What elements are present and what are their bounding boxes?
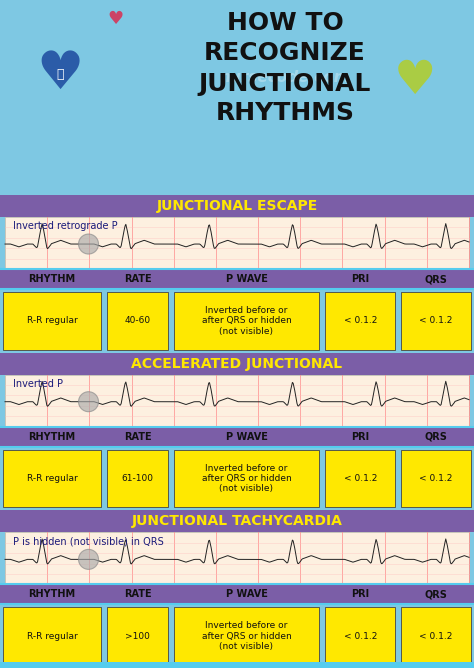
Text: RHYTHM: RHYTHM <box>28 589 76 599</box>
Text: < 0.1.2: < 0.1.2 <box>419 632 453 641</box>
Bar <box>107 450 168 507</box>
Bar <box>0 195 474 217</box>
Bar <box>173 292 319 349</box>
Bar <box>173 450 319 507</box>
Bar <box>0 584 474 605</box>
Text: < 0.1.2: < 0.1.2 <box>344 632 377 641</box>
Text: < 0.1.2: < 0.1.2 <box>344 317 377 325</box>
Text: JUNCTIONAL ESCAPE: JUNCTIONAL ESCAPE <box>156 199 318 213</box>
Text: Inverted before or
after QRS or hidden
(not visible): Inverted before or after QRS or hidden (… <box>201 464 292 494</box>
Bar <box>0 605 474 668</box>
Text: JUNCTIONAL TACHYCARDIA: JUNCTIONAL TACHYCARDIA <box>132 514 342 528</box>
Text: Inverted before or
after QRS or hidden
(not visible): Inverted before or after QRS or hidden (… <box>201 306 292 336</box>
Text: 40-60: 40-60 <box>124 317 151 325</box>
Bar <box>0 427 474 447</box>
Circle shape <box>79 234 99 254</box>
Text: RECOGNIZE: RECOGNIZE <box>204 41 366 65</box>
Text: ♥: ♥ <box>36 48 83 100</box>
Text: R-R regular: R-R regular <box>27 317 78 325</box>
Bar <box>5 217 469 269</box>
Text: R-R regular: R-R regular <box>27 474 78 483</box>
Bar <box>325 607 395 665</box>
Text: RHYTHM: RHYTHM <box>28 432 76 442</box>
Text: ♥: ♥ <box>394 59 436 104</box>
Text: P is hidden (not visible) in QRS: P is hidden (not visible) in QRS <box>13 536 164 546</box>
Text: Inverted before or
after QRS or hidden
(not visible): Inverted before or after QRS or hidden (… <box>201 621 292 651</box>
Text: ♥: ♥ <box>107 11 123 29</box>
Bar <box>0 510 474 532</box>
Circle shape <box>79 549 99 569</box>
Text: P WAVE: P WAVE <box>226 274 267 284</box>
Bar <box>0 662 474 668</box>
Bar <box>0 353 474 375</box>
Bar <box>3 292 101 349</box>
Text: Inverted P: Inverted P <box>13 379 63 389</box>
Bar <box>107 607 168 665</box>
Text: ACCELERATED JUNCTIONAL: ACCELERATED JUNCTIONAL <box>131 357 343 371</box>
Bar <box>3 607 101 665</box>
Text: < 0.1.2: < 0.1.2 <box>419 474 453 483</box>
Bar <box>401 607 471 665</box>
Circle shape <box>79 391 99 411</box>
Bar <box>401 450 471 507</box>
Text: HOW TO: HOW TO <box>227 11 343 35</box>
Text: 〜: 〜 <box>56 67 64 81</box>
Text: RATE: RATE <box>124 274 151 284</box>
Bar <box>5 375 469 427</box>
Text: R-R regular: R-R regular <box>27 632 78 641</box>
Text: Inverted retrograde P: Inverted retrograde P <box>13 221 118 231</box>
Bar <box>0 447 474 510</box>
Bar <box>401 292 471 349</box>
Bar <box>325 292 395 349</box>
Text: QRS: QRS <box>425 589 447 599</box>
Text: nursecode.com: nursecode.com <box>219 71 350 86</box>
Bar <box>5 532 469 584</box>
Text: RHYTHMS: RHYTHMS <box>216 101 355 125</box>
Text: RHYTHM: RHYTHM <box>28 274 76 284</box>
Text: < 0.1.2: < 0.1.2 <box>344 474 377 483</box>
Text: PRI: PRI <box>351 432 369 442</box>
Text: >100: >100 <box>125 632 150 641</box>
Text: 61-100: 61-100 <box>121 474 154 483</box>
Bar <box>173 607 319 665</box>
Bar <box>0 289 474 353</box>
Text: RATE: RATE <box>124 432 151 442</box>
Bar <box>0 269 474 289</box>
Text: PRI: PRI <box>351 274 369 284</box>
Text: RATE: RATE <box>124 589 151 599</box>
Bar <box>3 450 101 507</box>
Text: QRS: QRS <box>425 274 447 284</box>
Bar <box>325 450 395 507</box>
Text: P WAVE: P WAVE <box>226 432 267 442</box>
Text: P WAVE: P WAVE <box>226 589 267 599</box>
Text: JUNCTIONAL: JUNCTIONAL <box>199 72 371 96</box>
Text: < 0.1.2: < 0.1.2 <box>419 317 453 325</box>
Text: QRS: QRS <box>425 432 447 442</box>
Bar <box>107 292 168 349</box>
Bar <box>0 0 474 195</box>
Text: PRI: PRI <box>351 589 369 599</box>
